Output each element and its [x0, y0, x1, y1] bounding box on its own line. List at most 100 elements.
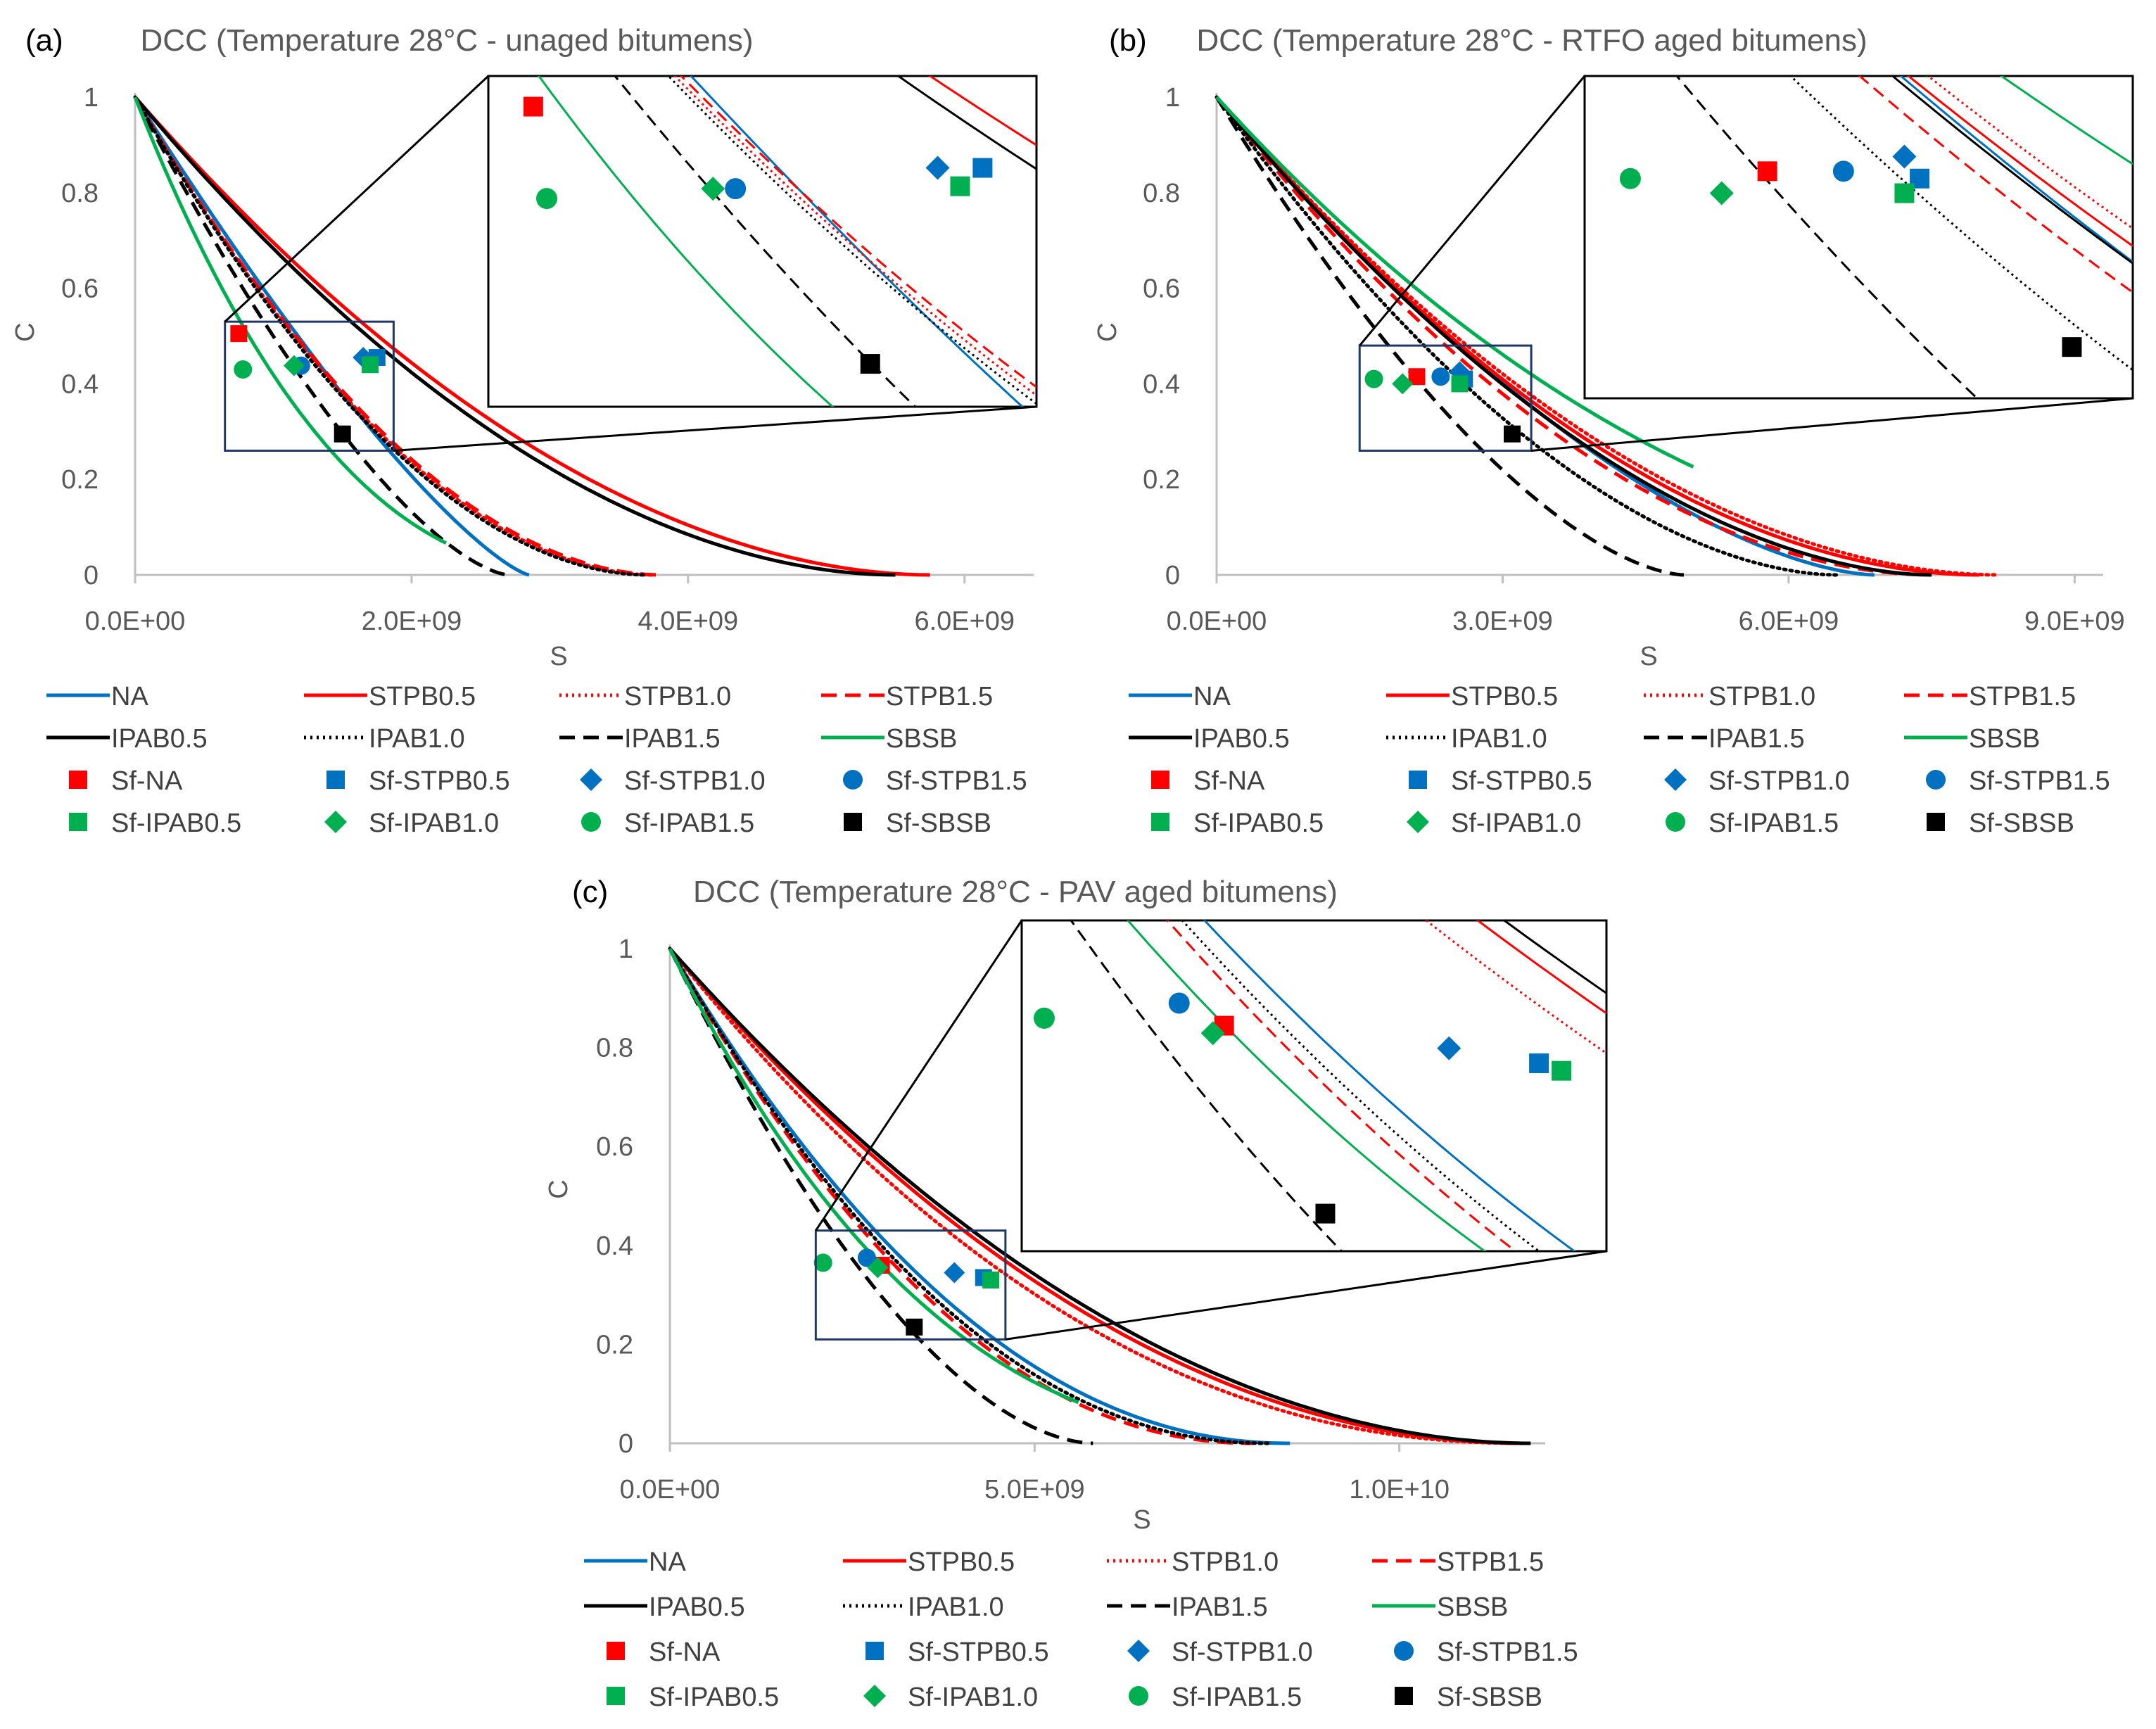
- marker-sf-ipab1.0: [1709, 181, 1734, 205]
- legend-entry: Sf-IPAB0.5: [111, 809, 241, 838]
- legend-entry: IPAB1.5: [1172, 1592, 1268, 1622]
- series-line-na: [133, 96, 530, 577]
- marker-sf-stpb1.5: [843, 770, 863, 790]
- zoom-box: [1358, 344, 1533, 452]
- marker-sf-ipab1.5: [1364, 369, 1383, 388]
- marker-sf-na: [69, 771, 87, 789]
- legend-entry: Sf-STPB1.5: [1437, 1638, 1578, 1667]
- zoom-connector: [1530, 397, 2133, 452]
- marker-sf-ipab1.0: [867, 1257, 889, 1279]
- x-tick-label: 2.0E+09: [362, 607, 462, 636]
- legend-entry: STPB0.5: [1451, 682, 1558, 711]
- inset-plot: [523, 76, 1036, 407]
- zoom-connector: [1005, 1250, 1607, 1341]
- y-tick-label: 0.2: [596, 1330, 633, 1360]
- legend-entry: IPAB1.0: [908, 1592, 1004, 1622]
- marker-sf-ipab1.0: [1392, 373, 1414, 395]
- x-tick-label: 3.0E+09: [1452, 607, 1553, 636]
- x-axis-label: S: [550, 642, 567, 671]
- legend-entry: Sf-IPAB1.0: [1451, 809, 1581, 838]
- chart-panel-1: (b) DCC (Temperature 28°C - RTFO aged bit…: [1093, 23, 2134, 838]
- marker-sf-ipab1.5: [581, 812, 601, 832]
- y-tick-label: 0.4: [61, 369, 99, 399]
- inset-series-ipab0.5: [896, 76, 1036, 170]
- y-tick-label: 0.4: [1143, 369, 1180, 399]
- marker-sf-ipab0.5: [1894, 183, 1915, 203]
- marker-sf-stpb0.5: [326, 771, 345, 789]
- x-tick-label: 9.0E+09: [2024, 607, 2125, 636]
- marker-sf-ipab1.5: [536, 188, 558, 210]
- marker-sf-stpb1.5: [1168, 992, 1190, 1014]
- inset-series-na: [689, 76, 1025, 407]
- inset-frame: [1020, 919, 1608, 1253]
- legend-entry: Sf-IPAB1.5: [1172, 1683, 1302, 1712]
- marker-sf-ipab0.5: [1451, 375, 1469, 393]
- legend-entry: STPB1.0: [1172, 1547, 1279, 1577]
- legend-entry: SBSB: [1437, 1592, 1508, 1622]
- x-tick-label: 6.0E+09: [1739, 607, 1839, 636]
- legend-entry: SBSB: [1969, 724, 2040, 754]
- y-tick-label: 1: [619, 935, 633, 964]
- inset-series-ipab1.5: [1070, 920, 1343, 1251]
- marker-sf-stpb0.5: [972, 158, 993, 178]
- zoom-connector: [815, 920, 1023, 1231]
- zoom-box: [224, 320, 395, 452]
- legend-entry: STPB1.5: [886, 682, 993, 711]
- y-tick-label: 0.2: [1143, 465, 1180, 495]
- inset-series-sbsb: [1999, 76, 2133, 165]
- legend-entry: IPAB1.0: [369, 724, 465, 754]
- marker-sf-ipab1.0: [863, 1685, 886, 1707]
- legend-entry: STPB1.0: [624, 682, 731, 711]
- y-tick-label: 0.8: [596, 1034, 633, 1063]
- y-tick-label: 0.6: [1143, 274, 1180, 304]
- legend-entry: Sf-IPAB0.5: [649, 1683, 779, 1712]
- series-line-na: [668, 947, 1291, 1445]
- marker-sf-na: [607, 1642, 625, 1660]
- chart-panel-2: (c) DCC (Temperature 28°C - PAV aged bitu…: [544, 875, 1608, 1712]
- series-line-ipab1.0: [668, 946, 1270, 1445]
- marker-sf-ipab1.0: [1407, 811, 1429, 833]
- legend-entry: Sf-IPAB0.5: [1193, 809, 1324, 838]
- chart-title: DCC (Temperature 28°C - unaged bitumens): [140, 23, 753, 58]
- series-line-ipab1.0: [1215, 95, 1839, 577]
- y-tick-label: 0.4: [596, 1231, 633, 1261]
- marker-sf-stpb1.5: [857, 1248, 876, 1267]
- legend-entry: Sf-IPAB1.5: [1708, 809, 1839, 838]
- zoom-box: [814, 1229, 1007, 1341]
- zoom-connector: [1359, 75, 1586, 347]
- marker-sf-ipab0.5: [950, 176, 970, 196]
- panel-label: (c): [572, 875, 608, 909]
- marker-sf-ipab1.5: [1619, 167, 1641, 189]
- chart-panel-0: (a) DCC (Temperature 28°C - unaged bitume…: [11, 23, 1038, 838]
- marker-sf-ipab0.5: [361, 356, 379, 374]
- y-tick-label: 0: [1165, 561, 1180, 590]
- series-line-sbsb: [1215, 96, 1694, 469]
- x-axis-label: S: [1640, 642, 1657, 671]
- x-tick-label: 1.0E+10: [1349, 1475, 1450, 1505]
- inset-series-sbsb: [537, 76, 835, 407]
- legend-entry: IPAB0.5: [1193, 724, 1290, 754]
- y-tick-label: 0.6: [61, 274, 99, 304]
- marker-sf-sbsb: [844, 813, 862, 831]
- inset-frame: [487, 75, 1038, 408]
- legend-entry: STPB1.0: [1708, 682, 1815, 711]
- marker-sf-ipab1.0: [701, 177, 725, 201]
- legend-entry: IPAB0.5: [649, 1592, 745, 1622]
- marker-sf-stpb0.5: [865, 1642, 884, 1660]
- marker-sf-stpb1.5: [1832, 160, 1854, 182]
- marker-sf-sbsb: [1927, 813, 1945, 831]
- x-tick-label: 0.0E+00: [620, 1475, 721, 1505]
- marker-sf-na: [230, 325, 248, 343]
- marker-sf-ipab1.5: [1033, 1007, 1055, 1029]
- marker-sf-ipab1.5: [1666, 812, 1685, 832]
- legend-entry: Sf-IPAB1.0: [369, 809, 499, 838]
- marker-sf-stpb1.5: [1926, 770, 1946, 790]
- series-line-stpb1.5: [133, 96, 661, 577]
- series-line-stpb1.5: [668, 947, 1254, 1445]
- x-axis-label: S: [1133, 1505, 1150, 1535]
- marker-sf-stpb1.5: [725, 178, 747, 200]
- marker-sf-ipab1.0: [324, 811, 347, 833]
- series-line-ipab1.5: [1215, 96, 1685, 577]
- legend: NA STPB0.5 STPB1.0 STPB1.5 IPAB0.5 IPAB1.0 IPA…: [1129, 682, 2110, 838]
- legend-entry: Sf-STPB1.5: [886, 766, 1027, 796]
